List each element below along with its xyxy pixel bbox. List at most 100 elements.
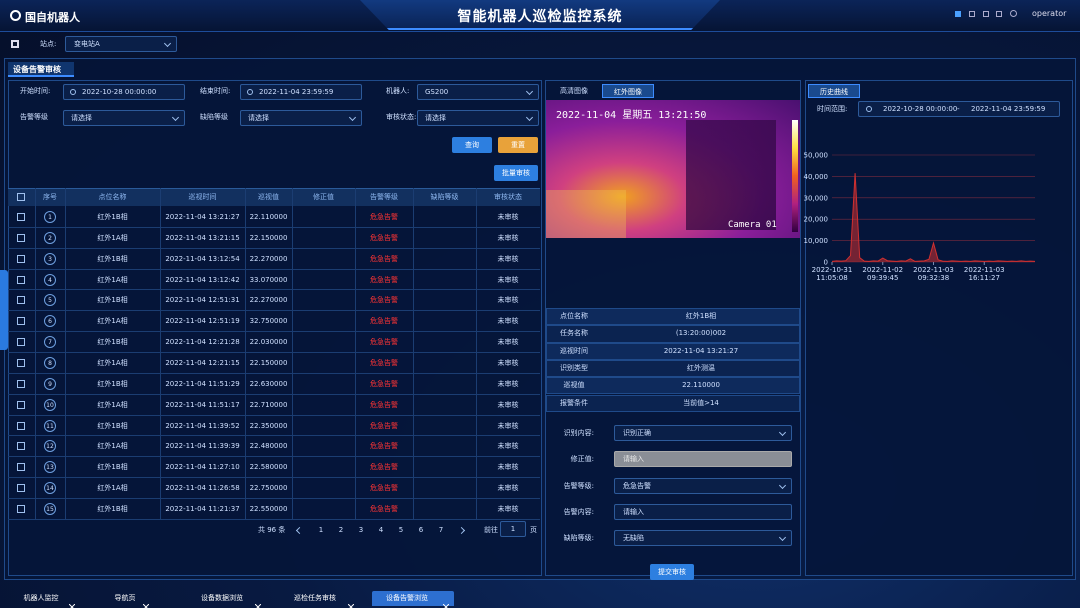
- batch-button[interactable]: 批量审核: [494, 165, 538, 181]
- icon[interactable]: [996, 11, 1002, 17]
- table-cell: 未审核: [497, 275, 519, 284]
- header-checkbox[interactable]: [17, 193, 25, 201]
- tab-close[interactable]: [442, 595, 450, 608]
- form-control[interactable]: 识别正确: [614, 425, 792, 441]
- column-line: [476, 188, 477, 519]
- table-row-line: [8, 268, 540, 270]
- row-index: 4: [44, 273, 56, 286]
- panel-tab[interactable]: 设备告警审核: [8, 62, 74, 77]
- table-header: 缺陷等级: [430, 193, 459, 201]
- camera-label: Camera 01: [728, 220, 777, 230]
- row-checkbox[interactable]: [17, 275, 25, 284]
- bottom-tab[interactable]: 机器人监控: [14, 591, 80, 608]
- row-checkbox[interactable]: [17, 442, 25, 451]
- row-checkbox[interactable]: [17, 296, 25, 305]
- row-checkbox[interactable]: [17, 379, 25, 388]
- page-input[interactable]: 1: [500, 521, 526, 537]
- row-checkbox[interactable]: [17, 463, 25, 472]
- station-select[interactable]: 变电站A: [65, 36, 177, 52]
- form-control[interactable]: 请输入: [614, 451, 792, 468]
- reset-button[interactable]: 重置: [498, 137, 538, 153]
- row-checkbox[interactable]: [17, 421, 25, 430]
- row-checkbox[interactable]: [17, 484, 25, 493]
- column-line: [65, 188, 66, 519]
- table-cell: 未审核: [497, 442, 519, 451]
- row-checkbox[interactable]: [17, 254, 25, 263]
- table-row-line: [8, 247, 540, 249]
- filter-input[interactable]: 2022-10-28 00:00:00: [63, 84, 185, 100]
- table-header: 巡视时间: [188, 193, 217, 201]
- power-icon[interactable]: [1010, 10, 1017, 17]
- detail-value: 红外1B相: [685, 312, 717, 320]
- table-cell: 未审核: [497, 379, 519, 388]
- next-page[interactable]: [457, 526, 467, 535]
- side-toggle[interactable]: [0, 270, 8, 350]
- table-cell: 危急告警: [370, 233, 398, 242]
- filter-input[interactable]: GS200: [417, 84, 539, 100]
- page-number[interactable]: 3: [358, 526, 364, 534]
- range-label: 时间范围:: [817, 105, 848, 113]
- bottom-tab[interactable]: 巡检任务审核: [283, 591, 359, 608]
- table-cell: 22.030000: [249, 338, 288, 347]
- tab-close[interactable]: [142, 595, 150, 608]
- filter-input[interactable]: 请选择: [63, 110, 185, 126]
- range-separator: -: [957, 105, 960, 113]
- table-cell: 未审核: [497, 421, 519, 430]
- user[interactable]: operator: [1032, 9, 1067, 18]
- row-checkbox[interactable]: [17, 213, 25, 221]
- page-number[interactable]: 6: [418, 526, 424, 534]
- tab-close[interactable]: [68, 595, 76, 608]
- detail-value: 红外测温: [687, 363, 715, 372]
- table-cell: 未审核: [497, 213, 519, 221]
- range-input[interactable]: 2022-10-28 00:00:00- 2022-11-04 23:59:59: [858, 101, 1060, 117]
- row-index: 2: [44, 231, 56, 244]
- icon[interactable]: [983, 11, 989, 17]
- page-number[interactable]: 4: [378, 526, 384, 534]
- form-value: 无缺陷: [623, 534, 644, 543]
- infrared-image: 2022-11-04 星期五 13:21:50 Camera 01: [546, 100, 800, 238]
- history-tab[interactable]: 历史曲线: [808, 84, 860, 98]
- bottom-tab[interactable]: 设备数据浏览: [190, 591, 266, 608]
- page-number[interactable]: 7: [438, 526, 444, 534]
- home-icon[interactable]: [955, 11, 961, 17]
- bottom-tab[interactable]: 设备告警浏览: [372, 591, 454, 608]
- filter-input[interactable]: 请选择: [240, 110, 362, 126]
- image-tab[interactable]: 高清图像: [560, 87, 588, 95]
- prev-page[interactable]: [295, 526, 304, 535]
- row-checkbox[interactable]: [17, 317, 25, 326]
- page-number[interactable]: 5: [398, 526, 404, 534]
- row-checkbox[interactable]: [17, 400, 25, 409]
- filter-label: 审核状态:: [386, 113, 417, 121]
- filter-input[interactable]: 请选择: [417, 110, 539, 126]
- icon[interactable]: [969, 11, 975, 17]
- form-label: 修正值:: [570, 455, 594, 464]
- submit-button[interactable]: 提交审核: [650, 564, 694, 580]
- table-cell: 红外1B相: [97, 213, 128, 221]
- row-checkbox[interactable]: [17, 504, 25, 513]
- table-row-line: [8, 518, 540, 520]
- filter-value: 请选择: [248, 114, 269, 122]
- query-button[interactable]: 查询: [452, 137, 492, 153]
- table-cell: 红外1A相: [97, 400, 128, 409]
- bottom-tab[interactable]: 导航页: [108, 591, 154, 608]
- tab-close[interactable]: [254, 595, 262, 608]
- row-checkbox[interactable]: [17, 358, 25, 367]
- row-index: 6: [44, 315, 56, 328]
- tab-label: 机器人监控: [23, 594, 59, 602]
- form-control[interactable]: 请输入: [614, 503, 792, 520]
- filter-input[interactable]: 2022-11-04 23:59:59: [240, 84, 362, 100]
- form-control[interactable]: 无缺陷: [614, 530, 792, 547]
- row-index: 13: [44, 461, 56, 474]
- detail-value: 22.110000: [682, 381, 720, 390]
- row-checkbox[interactable]: [17, 338, 25, 347]
- image-tab[interactable]: 红外图像: [602, 84, 654, 98]
- tab-close[interactable]: [347, 595, 355, 608]
- form-control[interactable]: 危急告警: [614, 477, 792, 494]
- page-number[interactable]: 1: [318, 526, 324, 534]
- detail-value: 2022-11-04 13:21:27: [663, 346, 739, 355]
- menu-icon[interactable]: [11, 40, 19, 48]
- table-cell: 红外1B相: [97, 421, 128, 430]
- row-index: 10: [44, 398, 56, 411]
- row-checkbox[interactable]: [17, 233, 25, 242]
- page-number[interactable]: 2: [338, 526, 344, 534]
